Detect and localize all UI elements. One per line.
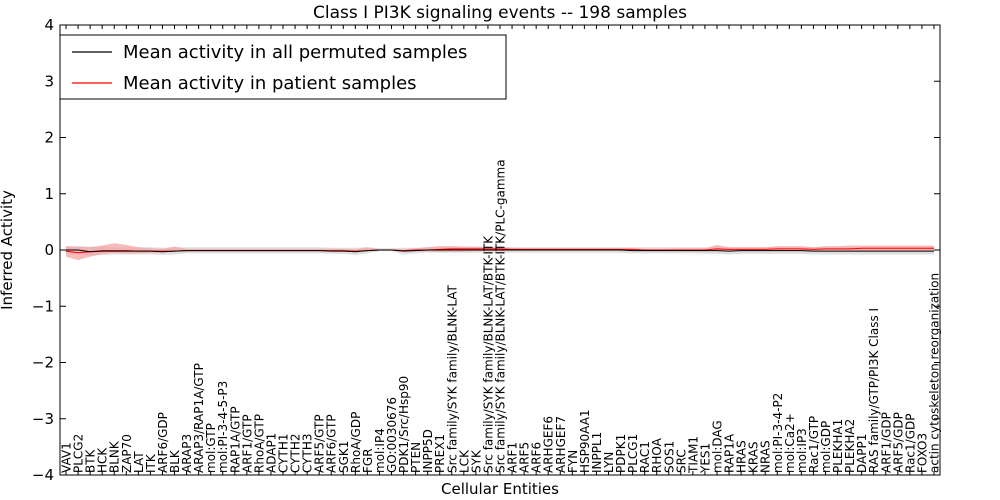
x-tick-label: FGR xyxy=(361,448,375,473)
x-tick-label: ARF5/GTP xyxy=(313,414,327,473)
x-tick-label: ARF1/GTP xyxy=(240,414,254,473)
x-tick-label: Src family/SYK family/BLNK-LAT xyxy=(445,284,459,473)
x-tick-label: HSP90AA1 xyxy=(578,409,592,473)
x-tick-label: NRAS xyxy=(759,440,773,473)
x-tick-label: PREX1 xyxy=(433,434,447,473)
x-tick-label: ADAP1 xyxy=(265,433,279,473)
x-tick-label: PDK1/Src/Hsp90 xyxy=(397,376,411,473)
x-tick-label: INPP5D xyxy=(421,429,435,473)
x-tick-label: ARF6/GTP xyxy=(325,414,339,473)
x-tick-label: ARHGEF6 xyxy=(542,416,556,473)
y-tick-label: 1 xyxy=(44,185,54,203)
legend-label: Mean activity in patient samples xyxy=(123,73,417,94)
y-tick-label: 4 xyxy=(44,16,54,34)
x-axis-label: Cellular Entities xyxy=(441,480,559,498)
x-tick-label: actin cytoskeleton reorganization xyxy=(928,273,942,473)
y-tick-label: 2 xyxy=(44,129,54,147)
x-tick-label: CYTH2 xyxy=(289,434,303,474)
x-tick-label: PLCG2 xyxy=(72,434,86,473)
series-line-0 xyxy=(66,249,934,253)
x-tick-label: TIAM1 xyxy=(686,436,700,474)
y-axis-label: Inferred Activity xyxy=(0,190,16,310)
x-tick-label: SYK xyxy=(469,449,483,473)
x-tick-label: RAP1A xyxy=(723,433,737,473)
y-tick-labels: −4 −3 −2 −1 0 1 2 3 4 xyxy=(32,16,54,484)
x-tick-label: CYTH3 xyxy=(301,434,315,474)
x-tick-label: ARAP3 xyxy=(180,434,194,473)
x-tick-label: RHOA xyxy=(650,437,664,473)
x-tick-label: PDPK1 xyxy=(614,434,628,473)
y-tick-label: 3 xyxy=(44,72,54,90)
x-tick-label: Rac1/GDP xyxy=(903,414,917,473)
x-tick-label: mol:GTP xyxy=(204,423,218,473)
x-tick-label: ITK xyxy=(144,453,158,473)
x-tick-label: SRC xyxy=(674,449,688,473)
x-tick-labels: VAV1PLCG2BTKHCKBLNKZAP70LATITKARF6/GDPBL… xyxy=(60,159,942,474)
x-tick-label: ZAP70 xyxy=(120,434,134,473)
x-tick-label: mol:DAG xyxy=(711,420,725,473)
x-tick-label: BLNK xyxy=(108,440,122,473)
x-tick-label: HCK xyxy=(96,447,110,473)
legend: Mean activity in all permuted samples Mea… xyxy=(59,34,507,100)
x-tick-label: mol:IP3 xyxy=(795,428,809,473)
y-tick-label: −4 xyxy=(32,466,54,484)
x-tick-label: CYTH1 xyxy=(277,434,291,474)
x-tick-label: RAC1 xyxy=(638,441,652,473)
x-tick-label: mol:PI-3-4-P2 xyxy=(771,393,785,473)
x-tick-label: mol:GDP xyxy=(819,421,833,473)
x-tick-label: RAP1A/GTP xyxy=(228,406,242,473)
x-tick-label: mol:IP4 xyxy=(373,428,387,473)
legend-box xyxy=(59,34,507,100)
legend-label: Mean activity in all permuted samples xyxy=(123,42,467,63)
x-tick-label: VAV1 xyxy=(60,442,74,473)
x-tick-label: FYN xyxy=(566,450,580,473)
x-tick-label: LCK xyxy=(457,449,471,473)
x-tick-label: HRAS xyxy=(735,440,749,473)
x-tick-label: ARHGEF7 xyxy=(554,416,568,473)
x-tick-label: ARF1/GDP xyxy=(879,412,893,473)
y-tick-label: 0 xyxy=(44,241,54,259)
x-tick-label: RhoA/GTP xyxy=(252,414,266,473)
x-tick-label: PLCG1 xyxy=(626,434,640,473)
x-tick-label: LAT xyxy=(132,451,146,473)
x-tick-label: ARAP3/RAP1A/GTP xyxy=(192,363,206,473)
x-tick-label: BLK xyxy=(168,449,182,473)
x-tick-label: SOS1 xyxy=(662,441,676,473)
y-tick-label: −3 xyxy=(32,410,54,428)
x-tick-label: PLEKHA1 xyxy=(831,419,845,473)
x-tick-label: Src family/SYK family/BLNK-LAT/BTK-ITK xyxy=(481,235,495,473)
y-tick-label: −1 xyxy=(32,297,54,315)
x-tick-label: ARF6/GDP xyxy=(156,412,170,473)
x-tick-label: Src family/SYK family/BLNK-LAT/BTK-ITK/P… xyxy=(494,159,508,473)
x-tick-label: BTK xyxy=(84,448,98,473)
x-tick-label: mol:PI-3-4-5-P3 xyxy=(216,381,230,473)
x-tick-label: SGK1 xyxy=(337,441,351,473)
x-tick-label: RAS family/GTP/PI3K Class I xyxy=(867,308,881,473)
chart-title: Class I PI3K signaling events -- 198 sam… xyxy=(313,3,687,23)
x-tick-label: mol:Ca2+ xyxy=(783,413,797,473)
x-tick-label: YES1 xyxy=(698,443,712,474)
x-tick-label: GO:0030676 xyxy=(385,397,399,473)
series-band-1 xyxy=(66,243,934,261)
x-tick-label: ARF5 xyxy=(518,442,532,473)
x-tick-label: FOXO3 xyxy=(915,433,929,473)
x-tick-label: Rac1/GTP xyxy=(807,416,821,473)
x-tick-label: ARF6 xyxy=(530,442,544,473)
x-tick-label: DAPP1 xyxy=(855,434,869,473)
x-tick-label: PLEKHA2 xyxy=(843,419,857,473)
plot-area xyxy=(65,243,934,261)
y-tick-label: −2 xyxy=(32,354,54,372)
x-tick-label: KRAS xyxy=(747,441,761,473)
x-tick-label: RhoA/GDP xyxy=(349,412,363,473)
x-tick-label: ARF1 xyxy=(506,442,520,473)
x-tick-label: INPPL1 xyxy=(590,432,604,473)
x-tick-label: LYN xyxy=(602,452,616,473)
x-tick-label: ARF5/GDP xyxy=(891,412,905,473)
x-tick-label: PTEN xyxy=(409,442,423,473)
